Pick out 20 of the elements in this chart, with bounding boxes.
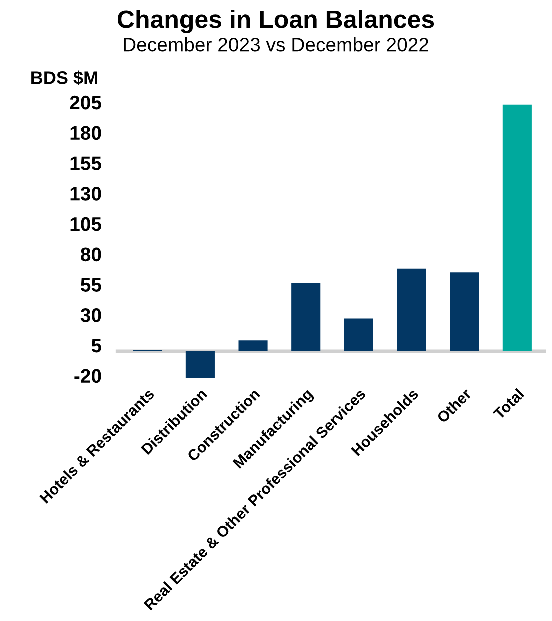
y-tick-label: 105 bbox=[70, 217, 102, 232]
bar bbox=[238, 340, 268, 352]
bar bbox=[502, 104, 532, 352]
y-tick-label: 30 bbox=[80, 308, 102, 322]
bar bbox=[397, 268, 426, 352]
bar bbox=[450, 272, 480, 352]
y-tick-label: 205 bbox=[70, 96, 102, 110]
y-tick-label: 80 bbox=[81, 248, 102, 262]
bar bbox=[186, 352, 215, 378]
bar bbox=[292, 284, 321, 352]
y-tick-label: 155 bbox=[70, 156, 102, 170]
y-tick-label: 180 bbox=[70, 126, 102, 140]
y-tick-label: 55 bbox=[81, 278, 102, 292]
chart-subtitle: December 2023 vs December 2022 bbox=[124, 38, 429, 52]
y-tick-label: 5 bbox=[92, 339, 102, 353]
chart-title: Changes in Loan Balances bbox=[118, 10, 434, 34]
y-tick-label: -20 bbox=[74, 369, 102, 384]
y-tick-label: 130 bbox=[70, 187, 102, 201]
y-axis-title: BDS $M bbox=[32, 70, 98, 86]
bar bbox=[344, 318, 374, 352]
